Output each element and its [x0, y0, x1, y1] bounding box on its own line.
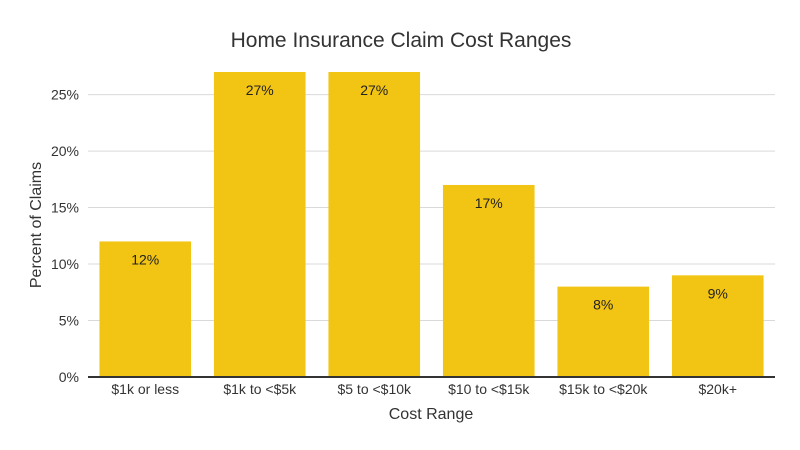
bar [328, 72, 421, 377]
y-tick-label: 0% [59, 369, 79, 385]
y-axis-title: Percent of Claims [28, 162, 45, 288]
bar [99, 241, 192, 377]
x-tick-label: $1k or less [111, 381, 179, 397]
bar [213, 72, 306, 377]
data-labels: 12% 27% 27% 17% 8% 9% [131, 82, 728, 313]
bar-value-label: 17% [475, 195, 503, 211]
bars [99, 72, 764, 377]
y-tick-label: 15% [51, 200, 79, 216]
x-tick-label: $15k to <$20k [559, 381, 648, 397]
bar-value-label: 27% [246, 82, 274, 98]
y-tick-label: 10% [51, 256, 79, 272]
x-tick-label: $1k to <$5k [223, 381, 297, 397]
y-tick-label: 25% [51, 87, 79, 103]
y-axis-ticks: 0% 5% 10% 15% 20% 25% [51, 87, 79, 385]
x-axis-ticks: $1k or less $1k to <$5k $5 to <$10k $10 to … [111, 381, 737, 397]
chart-title: Home Insurance Claim Cost Ranges [231, 29, 572, 52]
x-tick-label: $20k+ [698, 381, 737, 397]
bar-value-label: 8% [593, 297, 613, 313]
bar-value-label: 12% [131, 251, 159, 267]
y-tick-label: 20% [51, 143, 79, 159]
bar [671, 275, 764, 377]
bar-value-label: 27% [360, 82, 388, 98]
x-tick-label: $5 to <$10k [337, 381, 412, 397]
bar [557, 286, 650, 377]
x-axis-title: Cost Range [389, 406, 474, 423]
bar-value-label: 9% [708, 285, 728, 301]
x-tick-label: $10 to <$15k [448, 381, 530, 397]
y-tick-label: 5% [59, 313, 79, 329]
gridlines [88, 94, 775, 322]
bar [442, 184, 535, 377]
